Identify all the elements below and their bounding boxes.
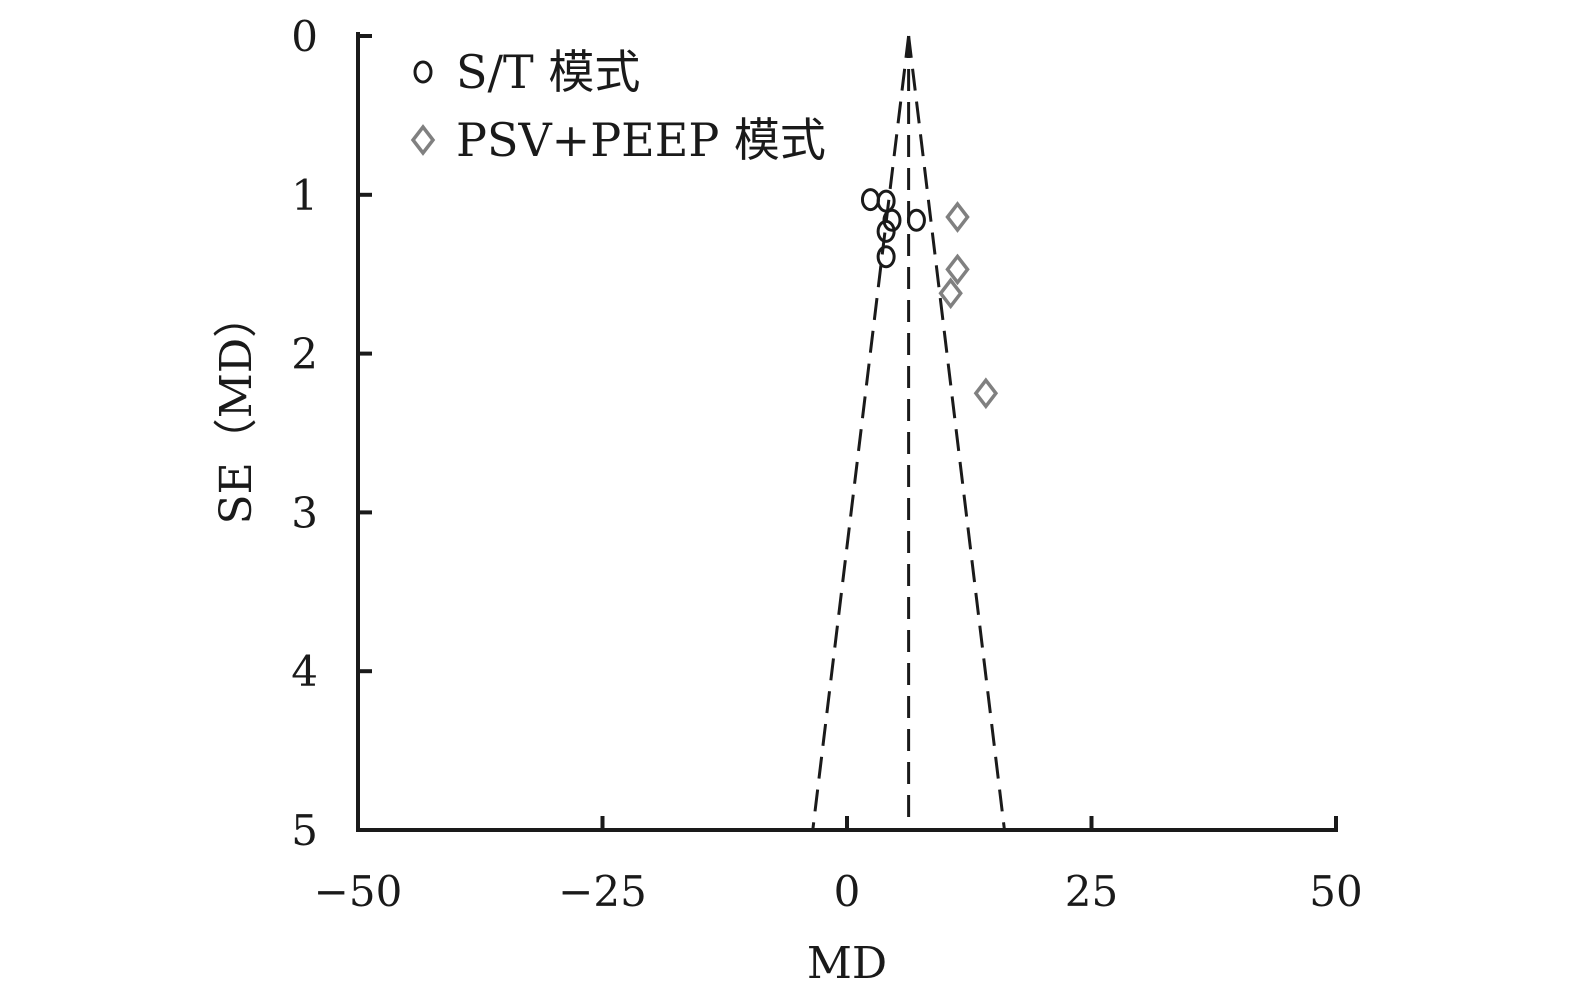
x-tick-label: 25	[1065, 867, 1118, 916]
x-tick-label: −50	[314, 867, 403, 916]
psv-peep-mode-point	[945, 201, 970, 233]
y-axis-title: SE（MD）	[211, 294, 262, 525]
funnel-lines	[811, 35, 1006, 831]
psv-peep-mode-point	[973, 377, 999, 410]
x-tick-label: −25	[558, 867, 647, 916]
st-mode-point	[876, 245, 896, 269]
legend: S/T 模式 PSV+PEEP 模式	[410, 45, 826, 167]
y-tick-label: 2	[291, 330, 318, 379]
st-mode-point	[860, 188, 880, 212]
legend-label: S/T 模式	[456, 45, 640, 99]
funnel-left-limit	[811, 35, 911, 831]
psv-peep-mode-point	[945, 253, 970, 286]
x-axis-title: MD	[807, 938, 887, 989]
st-mode-point	[876, 219, 896, 243]
y-tick-label: 0	[291, 12, 318, 61]
y-tick-label: 1	[291, 171, 318, 220]
st-mode-point	[876, 189, 896, 213]
legend-marker	[410, 124, 436, 156]
legend-marker	[413, 60, 433, 84]
y-tick-label: 4	[291, 647, 318, 696]
data-points	[860, 188, 999, 410]
x-tick-label: 0	[834, 867, 861, 916]
legend-label: PSV+PEEP 模式	[456, 113, 826, 167]
st-mode-point	[906, 208, 926, 232]
y-tick-label: 3	[291, 488, 318, 537]
psv-peep-mode-point	[938, 277, 963, 310]
y-ticks: 0 1 2 3 4 5	[291, 12, 372, 855]
funnel-right-limit	[907, 35, 1006, 831]
y-tick-label: 5	[291, 806, 318, 855]
x-ticks: −50 −25 0 25 50	[314, 816, 1363, 916]
x-tick-label: 50	[1309, 867, 1362, 916]
